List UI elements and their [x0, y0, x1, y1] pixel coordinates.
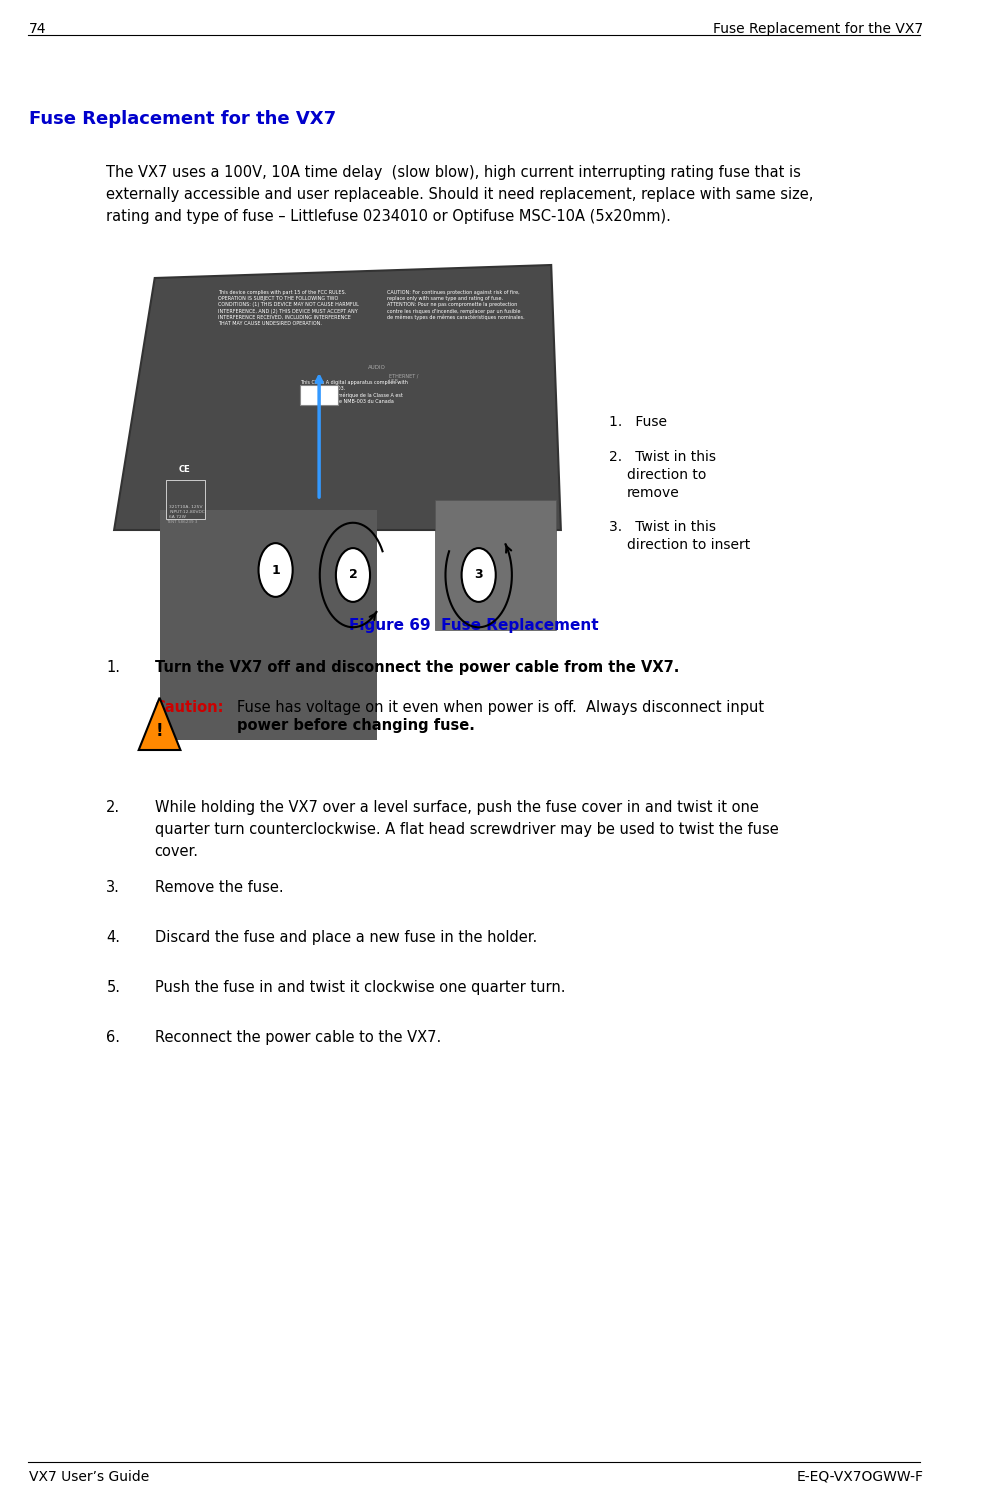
Bar: [167, 481, 205, 518]
Text: Caution:: Caution:: [155, 700, 225, 715]
Bar: [436, 500, 556, 630]
Circle shape: [462, 548, 495, 602]
Text: 1.   Fuse: 1. Fuse: [609, 415, 667, 428]
Text: Turn the VX7 off and disconnect the power cable from the VX7.: Turn the VX7 off and disconnect the powe…: [155, 660, 679, 675]
Text: power before changing fuse.: power before changing fuse.: [237, 718, 475, 733]
Text: 3.: 3.: [106, 879, 121, 894]
Text: 6.: 6.: [106, 1030, 121, 1045]
Text: 2.   Twist in this: 2. Twist in this: [609, 449, 716, 464]
Bar: [300, 385, 338, 405]
Text: direction to insert: direction to insert: [627, 537, 749, 552]
Text: VX7 User’s Guide: VX7 User’s Guide: [29, 1471, 149, 1484]
Polygon shape: [114, 264, 561, 530]
Text: CE: CE: [179, 464, 190, 473]
Text: 74: 74: [29, 22, 46, 36]
Text: While holding the VX7 over a level surface, push the fuse cover in and twist it : While holding the VX7 over a level surfa…: [155, 800, 779, 860]
Text: Discard the fuse and place a new fuse in the holder.: Discard the fuse and place a new fuse in…: [155, 930, 537, 945]
Text: Reconnect the power cable to the VX7.: Reconnect the power cable to the VX7.: [155, 1030, 441, 1045]
Text: ETHERNET /
USB: ETHERNET / USB: [388, 373, 418, 384]
Text: !: !: [156, 721, 164, 739]
Text: 1.: 1.: [106, 660, 121, 675]
Text: 5.: 5.: [106, 979, 121, 994]
Text: This device complies with part 15 of the FCC RULES.
OPERATION IS SUBJECT TO THE : This device complies with part 15 of the…: [218, 290, 358, 325]
Text: AUDIO: AUDIO: [368, 364, 386, 370]
Text: Figure 69  Fuse Replacement: Figure 69 Fuse Replacement: [349, 618, 598, 633]
Text: Fuse Replacement for the VX7: Fuse Replacement for the VX7: [29, 110, 336, 128]
Text: 3.   Twist in this: 3. Twist in this: [609, 520, 716, 534]
Text: 2.: 2.: [106, 800, 121, 815]
Text: Fuse has voltage on it even when power is off.  Always disconnect input: Fuse has voltage on it even when power i…: [237, 700, 764, 715]
Circle shape: [336, 548, 370, 602]
Text: 321T10A, 125V
INPUT:12-80VDC
6A 72W: 321T10A, 125V INPUT:12-80VDC 6A 72W: [170, 505, 205, 518]
Text: The VX7 uses a 100V, 10A time delay  (slow blow), high current interrupting rati: The VX7 uses a 100V, 10A time delay (slo…: [106, 166, 814, 224]
Text: 2: 2: [348, 569, 357, 581]
Text: CAUTION: For continues protection against risk of fire,
replace only with same t: CAUTION: For continues protection agains…: [387, 290, 525, 321]
Text: Fuse Replacement for the VX7: Fuse Replacement for the VX7: [713, 22, 923, 36]
Text: 1: 1: [271, 563, 280, 576]
Text: Remove the fuse.: Remove the fuse.: [155, 879, 284, 894]
Text: 3: 3: [475, 569, 483, 581]
Text: E-EQ-VX7OGWW-F: E-EQ-VX7OGWW-F: [797, 1471, 923, 1484]
Text: direction to: direction to: [627, 467, 706, 482]
Text: This Class A digital apparatus complies with
Canadian ICE-003.
Cet appareil numé: This Class A digital apparatus complies …: [300, 381, 408, 405]
Circle shape: [259, 543, 292, 597]
Text: remove: remove: [627, 487, 680, 500]
Text: TENT 586239 3: TENT 586239 3: [167, 520, 198, 524]
Bar: [160, 511, 377, 741]
Polygon shape: [138, 697, 181, 749]
Text: 4.: 4.: [106, 930, 121, 945]
Text: Push the fuse in and twist it clockwise one quarter turn.: Push the fuse in and twist it clockwise …: [155, 979, 565, 994]
